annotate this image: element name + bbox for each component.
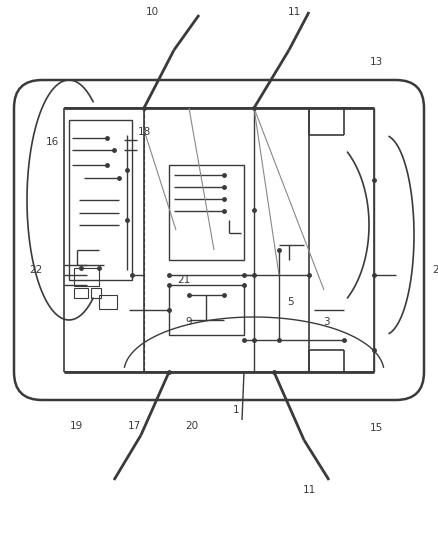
Text: 10: 10 [145,7,159,17]
Bar [74,268,99,286]
Text: 22: 22 [29,265,42,275]
Text: 19: 19 [69,421,83,431]
Text: 11: 11 [287,7,300,17]
Text: 15: 15 [369,423,383,433]
Text: 1: 1 [233,405,239,415]
Text: 9: 9 [186,317,192,327]
Bar [69,120,132,280]
Text: 20: 20 [185,421,198,431]
Text: 5: 5 [287,297,293,307]
Text: 11: 11 [302,485,316,495]
Text: 21: 21 [177,275,191,285]
Text: 3: 3 [323,317,329,327]
Bar [169,165,244,260]
Text: 17: 17 [127,421,141,431]
Bar [99,295,117,309]
FancyBboxPatch shape [14,80,424,400]
Text: 16: 16 [46,137,59,147]
Text: 13: 13 [369,57,383,67]
Text: 18: 18 [138,127,151,137]
Bar [91,288,101,298]
Bar [169,285,244,335]
Bar [74,288,88,298]
Text: 2: 2 [433,265,438,275]
